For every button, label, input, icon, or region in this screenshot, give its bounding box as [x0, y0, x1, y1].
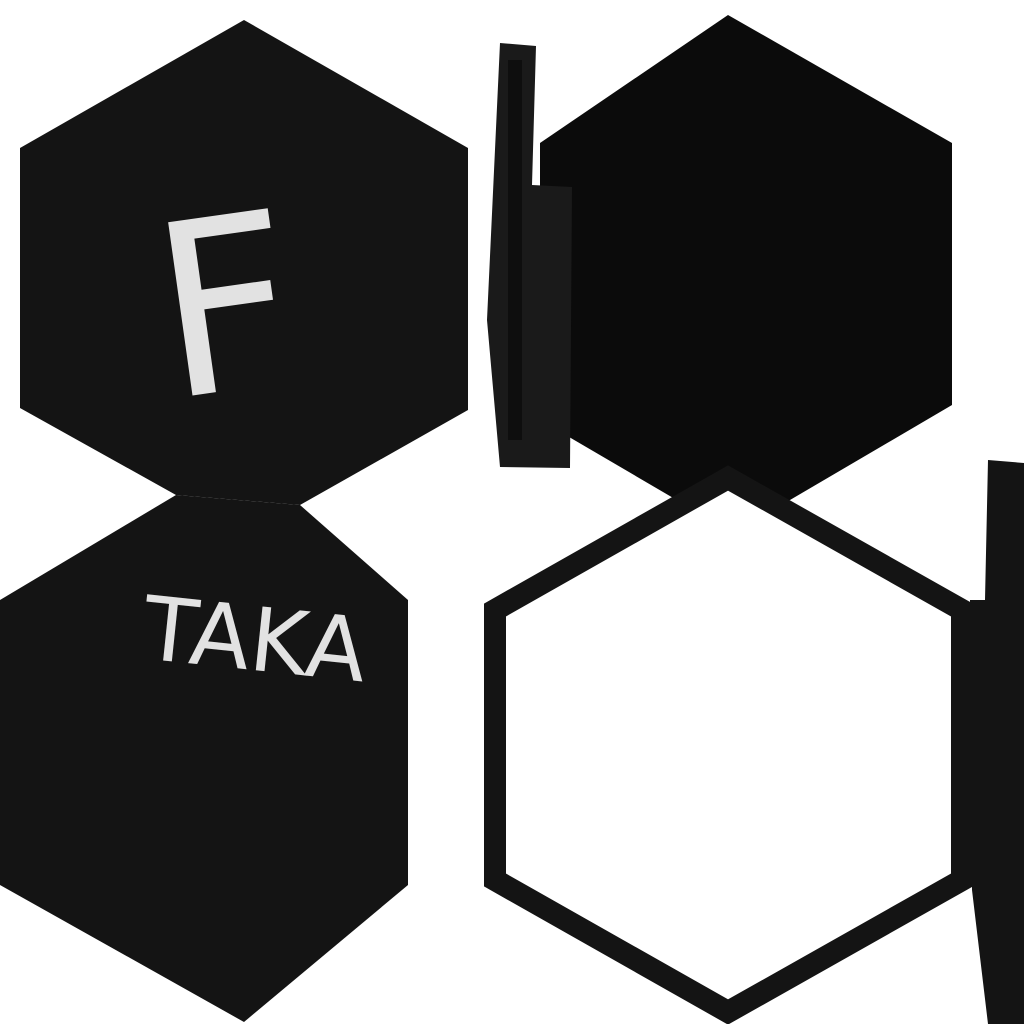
hexagon-bottom-left [0, 495, 408, 1022]
hexagon-bottom-right-outline [484, 465, 973, 1024]
hexagon-top-right [540, 15, 952, 530]
bar-middle-inner [508, 60, 522, 440]
hexagon-top-left [20, 20, 468, 505]
bar-right [970, 460, 1024, 1024]
handwritten-taka: TAKA [138, 577, 372, 703]
